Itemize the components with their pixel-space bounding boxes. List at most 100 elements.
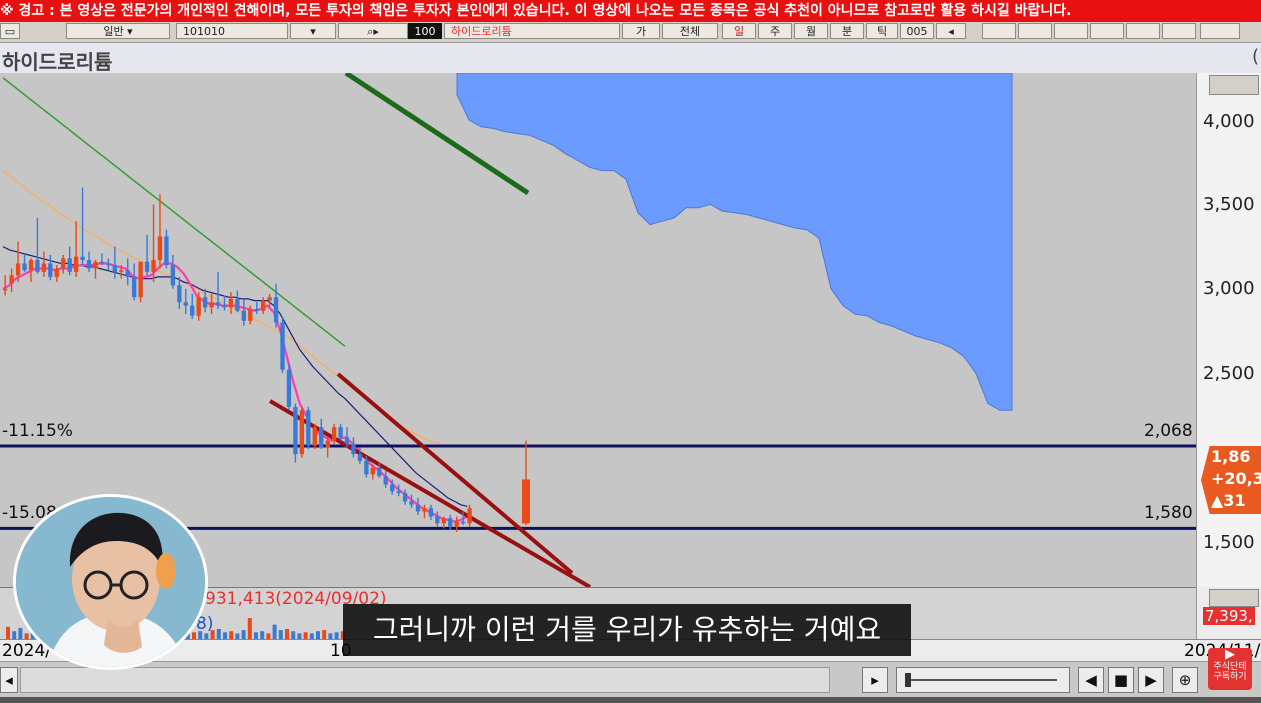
upper-level-pct: -11.15% xyxy=(2,421,73,441)
price-chart[interactable]: -11.15% 2,068 -15.08 1,580 xyxy=(0,73,1196,587)
candle-body-44 xyxy=(286,369,292,407)
price-chart-svg xyxy=(0,73,1196,587)
volume-bar-35 xyxy=(223,632,227,640)
play-logo-icon: ▶ xyxy=(1225,647,1235,662)
scroll-left-icon[interactable]: ◂ xyxy=(0,667,18,693)
tool-button-1[interactable] xyxy=(982,23,1016,39)
volume-bar-29 xyxy=(185,633,190,640)
candle-body-46 xyxy=(299,410,305,455)
candle-body-21 xyxy=(138,261,143,298)
candle-body-12 xyxy=(80,256,85,261)
stock-input[interactable]: 하이드로리튬 xyxy=(444,23,620,39)
volume-bar-31 xyxy=(198,631,203,640)
day-button[interactable]: 일 xyxy=(722,23,756,39)
scroll-track[interactable] xyxy=(20,667,830,693)
volume-bar-51 xyxy=(322,630,327,640)
volume-bar-1 xyxy=(12,631,17,640)
axis-scale-button[interactable] xyxy=(1209,75,1259,95)
candle-body-53 xyxy=(344,437,350,444)
volume-bar-3 xyxy=(24,633,29,640)
volume-bar-36 xyxy=(229,631,234,640)
candle-body-54 xyxy=(351,444,356,455)
candle-body-49 xyxy=(319,427,324,448)
candle-body-36 xyxy=(235,298,240,311)
tool-button-7[interactable] xyxy=(1200,23,1240,39)
tool-button-6[interactable] xyxy=(1162,23,1196,39)
period-count[interactable]: 005 xyxy=(900,23,934,39)
chart-scrollbar[interactable]: ◂ ▸ ◀ ■ ▶ ⊕ xyxy=(0,661,1261,698)
candle-body-31 xyxy=(202,297,208,308)
candle-body-18 xyxy=(119,270,124,272)
toolbar: ▭ 일반 ▾ 101010 ▾ ⌕▸ 100 하이드로리튬 가 전체 일 주 월… xyxy=(0,22,1261,43)
volume-bar-40 xyxy=(254,632,258,640)
tool-button-3[interactable] xyxy=(1054,23,1088,39)
minute-button[interactable]: 분 xyxy=(830,23,864,39)
title-paren: ( xyxy=(1251,46,1259,67)
subscribe-badge-label: 주식단테 구독하기 xyxy=(1213,662,1247,682)
price-tick-1500: 1,500 xyxy=(1203,532,1255,553)
volume-bar-32 xyxy=(204,633,209,640)
volume-bar-34 xyxy=(216,629,221,640)
tool-button-4[interactable] xyxy=(1090,23,1124,39)
menu-button[interactable]: ▭ xyxy=(0,23,20,39)
candle-body-39 xyxy=(254,309,259,311)
price-tick-4000: 4,000 xyxy=(1203,111,1255,132)
candle-body-66 xyxy=(428,508,434,517)
candle-body-13 xyxy=(86,260,92,269)
candle-body-67 xyxy=(435,516,440,524)
zoom-in-icon[interactable]: ⊕ xyxy=(1172,667,1198,693)
candle-body-5 xyxy=(35,260,40,272)
period-spinner[interactable]: ◂ xyxy=(936,23,966,39)
candle-body-68 xyxy=(441,518,446,524)
candle-body-37 xyxy=(241,310,246,321)
candle-body-70 xyxy=(454,521,459,527)
candle-body-30 xyxy=(196,297,201,316)
warning-banner: ※ 경고 : 본 영상은 전문가의 개인적인 견해이며, 모든 투자의 책임은 … xyxy=(0,0,1261,22)
scroll-right-icon[interactable]: ▸ xyxy=(862,667,888,693)
subscribe-badge[interactable]: ▶ 주식단테 구독하기 xyxy=(1208,648,1252,690)
candle-body-32 xyxy=(209,302,214,308)
tick-button[interactable]: 틱 xyxy=(866,23,898,39)
price-change: +20,3 xyxy=(1211,469,1261,488)
volume-bar-37 xyxy=(235,633,240,640)
month-button[interactable]: 월 xyxy=(794,23,828,39)
date-left: 2024/ xyxy=(2,641,51,661)
candle-body-51 xyxy=(331,427,337,441)
zoom-slider-handle[interactable] xyxy=(905,673,911,687)
exchange-select[interactable]: 일반 ▾ xyxy=(66,23,170,39)
candle-body-8 xyxy=(54,268,59,277)
tool-button-5[interactable] xyxy=(1126,23,1160,39)
chart-title-bar: 하이드로리튬 ( xyxy=(0,43,1261,74)
code-dropdown[interactable]: ▾ xyxy=(290,23,336,39)
candle-body-14 xyxy=(93,261,98,269)
volume-bar-45 xyxy=(285,629,289,640)
tool-button-2[interactable] xyxy=(1018,23,1052,39)
zoom-slider-track xyxy=(907,679,1057,681)
trend-line-green xyxy=(344,73,530,196)
candle-body-15 xyxy=(99,261,105,264)
volume-bar-46 xyxy=(291,631,296,640)
volume-axis-label: 7,393, xyxy=(1203,607,1255,625)
prev-icon[interactable]: ◀ xyxy=(1078,667,1104,693)
candle-body-42 xyxy=(273,297,279,323)
candle-body-23 xyxy=(151,260,156,272)
code-input[interactable]: 101010 xyxy=(176,23,288,39)
zoom-slider[interactable] xyxy=(896,667,1070,693)
candle-body-1 xyxy=(9,275,14,284)
volume-bar-41 xyxy=(260,631,265,640)
price-tick-2500: 2,500 xyxy=(1203,363,1255,384)
volume-partial-label: 8) xyxy=(196,614,214,634)
all-button[interactable]: 전체 xyxy=(662,23,718,39)
candle-body-43 xyxy=(280,322,285,370)
candle-body-16 xyxy=(106,263,111,266)
stop-icon[interactable]: ■ xyxy=(1108,667,1134,693)
candle-body-4 xyxy=(28,260,34,271)
week-button[interactable]: 주 xyxy=(758,23,792,39)
ga-button[interactable]: 가 xyxy=(622,23,660,39)
candle-body-57 xyxy=(370,467,375,475)
volume-axis-button[interactable] xyxy=(1209,589,1259,607)
volume-bar-49 xyxy=(309,633,314,640)
play-icon[interactable]: ▶ xyxy=(1138,667,1164,693)
search-icon[interactable]: ⌕▸ xyxy=(338,23,408,39)
volume-bar-43 xyxy=(272,624,277,640)
